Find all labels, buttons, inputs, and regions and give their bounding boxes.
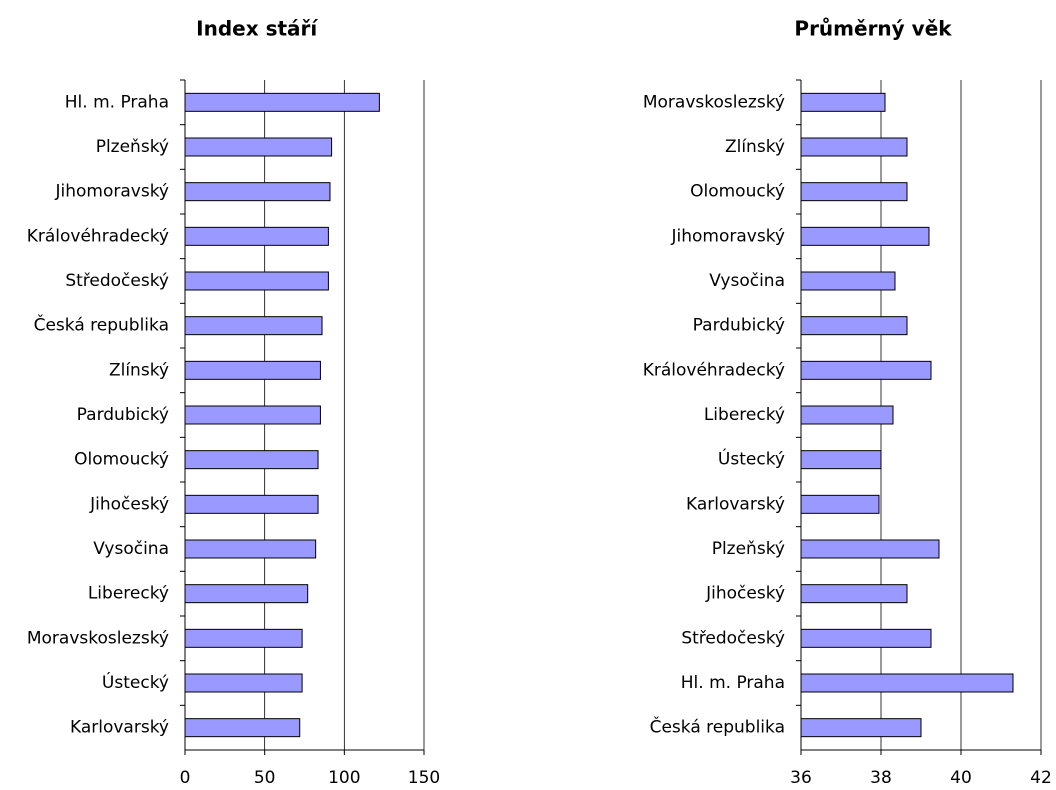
bar	[800, 405, 894, 425]
x-tick-label: 50	[254, 768, 276, 788]
y-tick-label: Zlínský	[109, 360, 169, 380]
y-tick-label: Moravskoslezský	[27, 628, 169, 648]
x-tick-label: 150	[408, 768, 440, 788]
y-tick-label: Olomoucký	[690, 182, 785, 202]
bar	[800, 584, 908, 604]
x-tick-label: 0	[180, 768, 191, 788]
bar	[800, 137, 908, 157]
x-tick-label: 100	[328, 768, 360, 788]
bar	[184, 271, 329, 291]
y-tick-label: Karlovarský	[686, 494, 785, 514]
y-tick-label: Královéhradecký	[643, 360, 785, 380]
bar	[800, 92, 886, 112]
y-tick-label: Olomoucký	[74, 450, 169, 470]
y-tick-label: Jihočeský	[705, 584, 785, 604]
x-tick-label: 42	[1030, 768, 1052, 788]
bar	[800, 450, 882, 470]
bar	[184, 226, 329, 246]
bar	[184, 450, 319, 470]
y-tick-label: Liberecký	[704, 405, 785, 425]
y-tick-label: Jihočeský	[89, 494, 169, 514]
y-tick-label: Liberecký	[88, 584, 169, 604]
chart: Index stáří 0 50 100 150 Hl. m. Praha Plzeňský…	[27, 17, 441, 789]
bar	[800, 673, 1014, 693]
chart-title: Průměrný věk	[794, 17, 952, 41]
y-tick-label: Vysočina	[93, 539, 169, 559]
bar	[184, 718, 301, 738]
y-tick-label: Středočeský	[65, 271, 169, 291]
bar	[184, 494, 319, 514]
y-tick-label: Ústecký	[102, 671, 169, 693]
bar	[184, 405, 321, 425]
bar	[184, 539, 317, 559]
y-tick-label: Královéhradecký	[27, 226, 169, 246]
bar	[800, 628, 932, 648]
y-tick-label: Ústecký	[718, 448, 785, 470]
chart: Průměrný věk 36 38 40 42 Moravskoslezský Zlíns…	[643, 17, 1052, 789]
chart-title: Index stáří	[196, 17, 318, 41]
y-tick-label: Pardubický	[77, 405, 169, 425]
y-tick-label: Jihomoravský	[671, 226, 786, 246]
bar	[800, 271, 896, 291]
y-tick-label: Karlovarský	[70, 718, 169, 738]
y-tick-label: Plzeňský	[96, 137, 169, 157]
y-tick-label: Hl. m. Praha	[65, 92, 169, 112]
bar	[184, 628, 303, 648]
y-tick-label: Hl. m. Praha	[681, 673, 785, 693]
y-tick-label: Plzeňský	[712, 539, 785, 559]
bar	[800, 494, 880, 514]
bar	[184, 673, 303, 693]
bar	[800, 182, 908, 202]
x-tick-label: 38	[870, 768, 892, 788]
y-tick-label: Moravskoslezský	[643, 92, 785, 112]
y-tick-label: Pardubický	[693, 316, 785, 336]
bar	[800, 718, 922, 738]
bar	[184, 137, 333, 157]
y-tick-label: Česká republika	[650, 716, 785, 738]
y-tick-label: Vysočina	[709, 271, 785, 291]
y-tick-label: Jihomoravský	[55, 182, 170, 202]
y-tick-label: Česká republika	[34, 314, 169, 336]
bar	[184, 92, 380, 112]
bar	[800, 360, 932, 380]
bar	[184, 182, 331, 202]
bar	[184, 360, 321, 380]
y-tick-label: Středočeský	[681, 628, 785, 648]
bar	[184, 584, 309, 604]
bar	[800, 539, 940, 559]
bar	[184, 316, 323, 336]
y-tick-label: Zlínský	[725, 137, 785, 157]
x-tick-label: 40	[950, 768, 972, 788]
x-tick-label: 36	[790, 768, 812, 788]
bar	[800, 316, 908, 336]
bar	[800, 226, 930, 246]
